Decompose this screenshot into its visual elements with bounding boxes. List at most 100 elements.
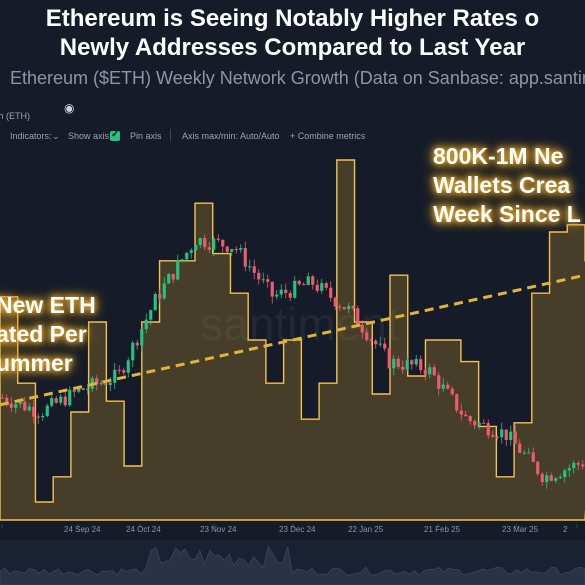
price-candle — [153, 294, 157, 311]
price-candle — [239, 248, 243, 250]
axis-mode-menu[interactable]: Axis max/min: Auto/Auto — [182, 131, 280, 141]
x-tick-label: 24 Oct 24 — [126, 525, 161, 534]
price-candle — [414, 359, 418, 365]
price-candle — [72, 389, 76, 392]
price-candle — [518, 443, 522, 453]
price-candle — [342, 307, 346, 310]
x-tick-label: 24 Sep 24 — [64, 525, 101, 534]
price-candle — [504, 429, 508, 440]
x-tick-label: 23 Mar 25 — [502, 525, 539, 534]
price-candle — [243, 248, 247, 267]
asset-chip[interactable]: th (ETH) — [0, 111, 31, 121]
price-candle — [491, 435, 495, 437]
price-candle — [356, 308, 360, 326]
price-candle — [576, 462, 580, 465]
x-tick-label: 23 Nov 24 — [200, 525, 237, 534]
price-candle — [509, 431, 513, 440]
price-candle — [338, 306, 342, 308]
price-candle — [252, 266, 256, 273]
indicators-menu[interactable]: Indicators: — [10, 131, 52, 141]
navigator-minimap[interactable] — [0, 540, 585, 585]
price-candle — [410, 360, 414, 365]
annotation-right-line-1: 800K-1M Ne — [433, 143, 564, 169]
price-candle — [311, 276, 315, 285]
price-candle — [360, 325, 364, 333]
price-candle — [45, 405, 49, 417]
price-candle — [117, 369, 121, 371]
price-candle — [545, 475, 549, 482]
price-candle — [198, 238, 202, 246]
price-candle — [288, 293, 292, 298]
price-candle — [419, 359, 423, 371]
price-candle — [180, 259, 184, 261]
price-candle — [473, 421, 477, 426]
price-candle — [500, 429, 504, 438]
price-candle — [122, 370, 126, 373]
price-candle — [234, 249, 238, 251]
price-candle — [216, 238, 220, 240]
price-candle — [212, 238, 216, 250]
price-candle — [455, 394, 459, 411]
price-candle — [401, 366, 405, 370]
price-candle — [540, 473, 544, 482]
navigator-series — [0, 545, 585, 585]
price-candle — [176, 260, 180, 280]
price-candle — [320, 283, 324, 291]
price-candle — [167, 274, 171, 284]
price-candle — [203, 238, 207, 248]
show-axis-checkbox[interactable] — [110, 129, 120, 141]
title-line-1: Ethereum is Seeing Notably Higher Rates … — [45, 5, 540, 32]
price-candle — [270, 281, 274, 297]
price-candle — [383, 343, 387, 349]
combine-metrics-button[interactable]: + Combine metrics — [290, 131, 366, 141]
price-candle — [99, 383, 103, 385]
price-candle — [279, 289, 283, 295]
price-candle — [59, 396, 63, 403]
price-candle — [261, 279, 265, 281]
price-candle — [23, 401, 27, 411]
price-candle — [495, 436, 499, 438]
price-candle — [432, 367, 436, 376]
price-candle — [441, 384, 445, 389]
chart-title: Ethereum is Seeing Notably Higher Rates … — [0, 4, 585, 62]
price-candle — [365, 332, 369, 340]
chevron-down-icon[interactable]: ⌄ — [52, 131, 60, 141]
price-candle — [567, 468, 571, 471]
chart-toolbar: ◉ th (ETH) Indicators: ⌄ Show axis Pin a… — [0, 101, 585, 146]
price-candle — [329, 287, 333, 298]
price-candle — [527, 452, 531, 454]
price-candle — [468, 416, 472, 422]
price-candle — [9, 403, 13, 408]
price-candle — [81, 388, 85, 390]
price-candle — [86, 388, 90, 390]
x-tick-label: 22 Jan 25 — [348, 525, 384, 534]
price-candle — [428, 367, 432, 375]
annotation-left-line-3: ummer — [0, 350, 73, 376]
price-candle — [189, 250, 193, 253]
price-candle — [554, 478, 558, 481]
price-candle — [302, 284, 306, 286]
price-candle — [333, 297, 337, 307]
price-candle — [351, 305, 355, 309]
trendline-path — [0, 273, 585, 407]
price-candle — [135, 342, 139, 346]
toolbar-divider — [170, 129, 171, 141]
price-candle — [275, 294, 279, 297]
price-candle — [27, 406, 31, 411]
settings-icon[interactable]: ◉ — [64, 101, 75, 115]
price-candle — [486, 422, 490, 436]
price-candle — [54, 398, 58, 403]
price-candle — [68, 389, 72, 406]
price-candle — [297, 280, 301, 285]
price-candle — [459, 410, 463, 415]
price-candle — [194, 245, 198, 251]
price-candle — [171, 274, 175, 280]
title-line-2: Newly Addresses Compared to Last Year — [59, 34, 526, 61]
annotation-right-line-3: Week Since L — [433, 201, 581, 227]
price-candle — [185, 252, 189, 260]
annotation-right-line-2: Wallets Crea — [433, 172, 571, 198]
price-candle — [104, 383, 108, 385]
price-candle — [536, 461, 540, 474]
